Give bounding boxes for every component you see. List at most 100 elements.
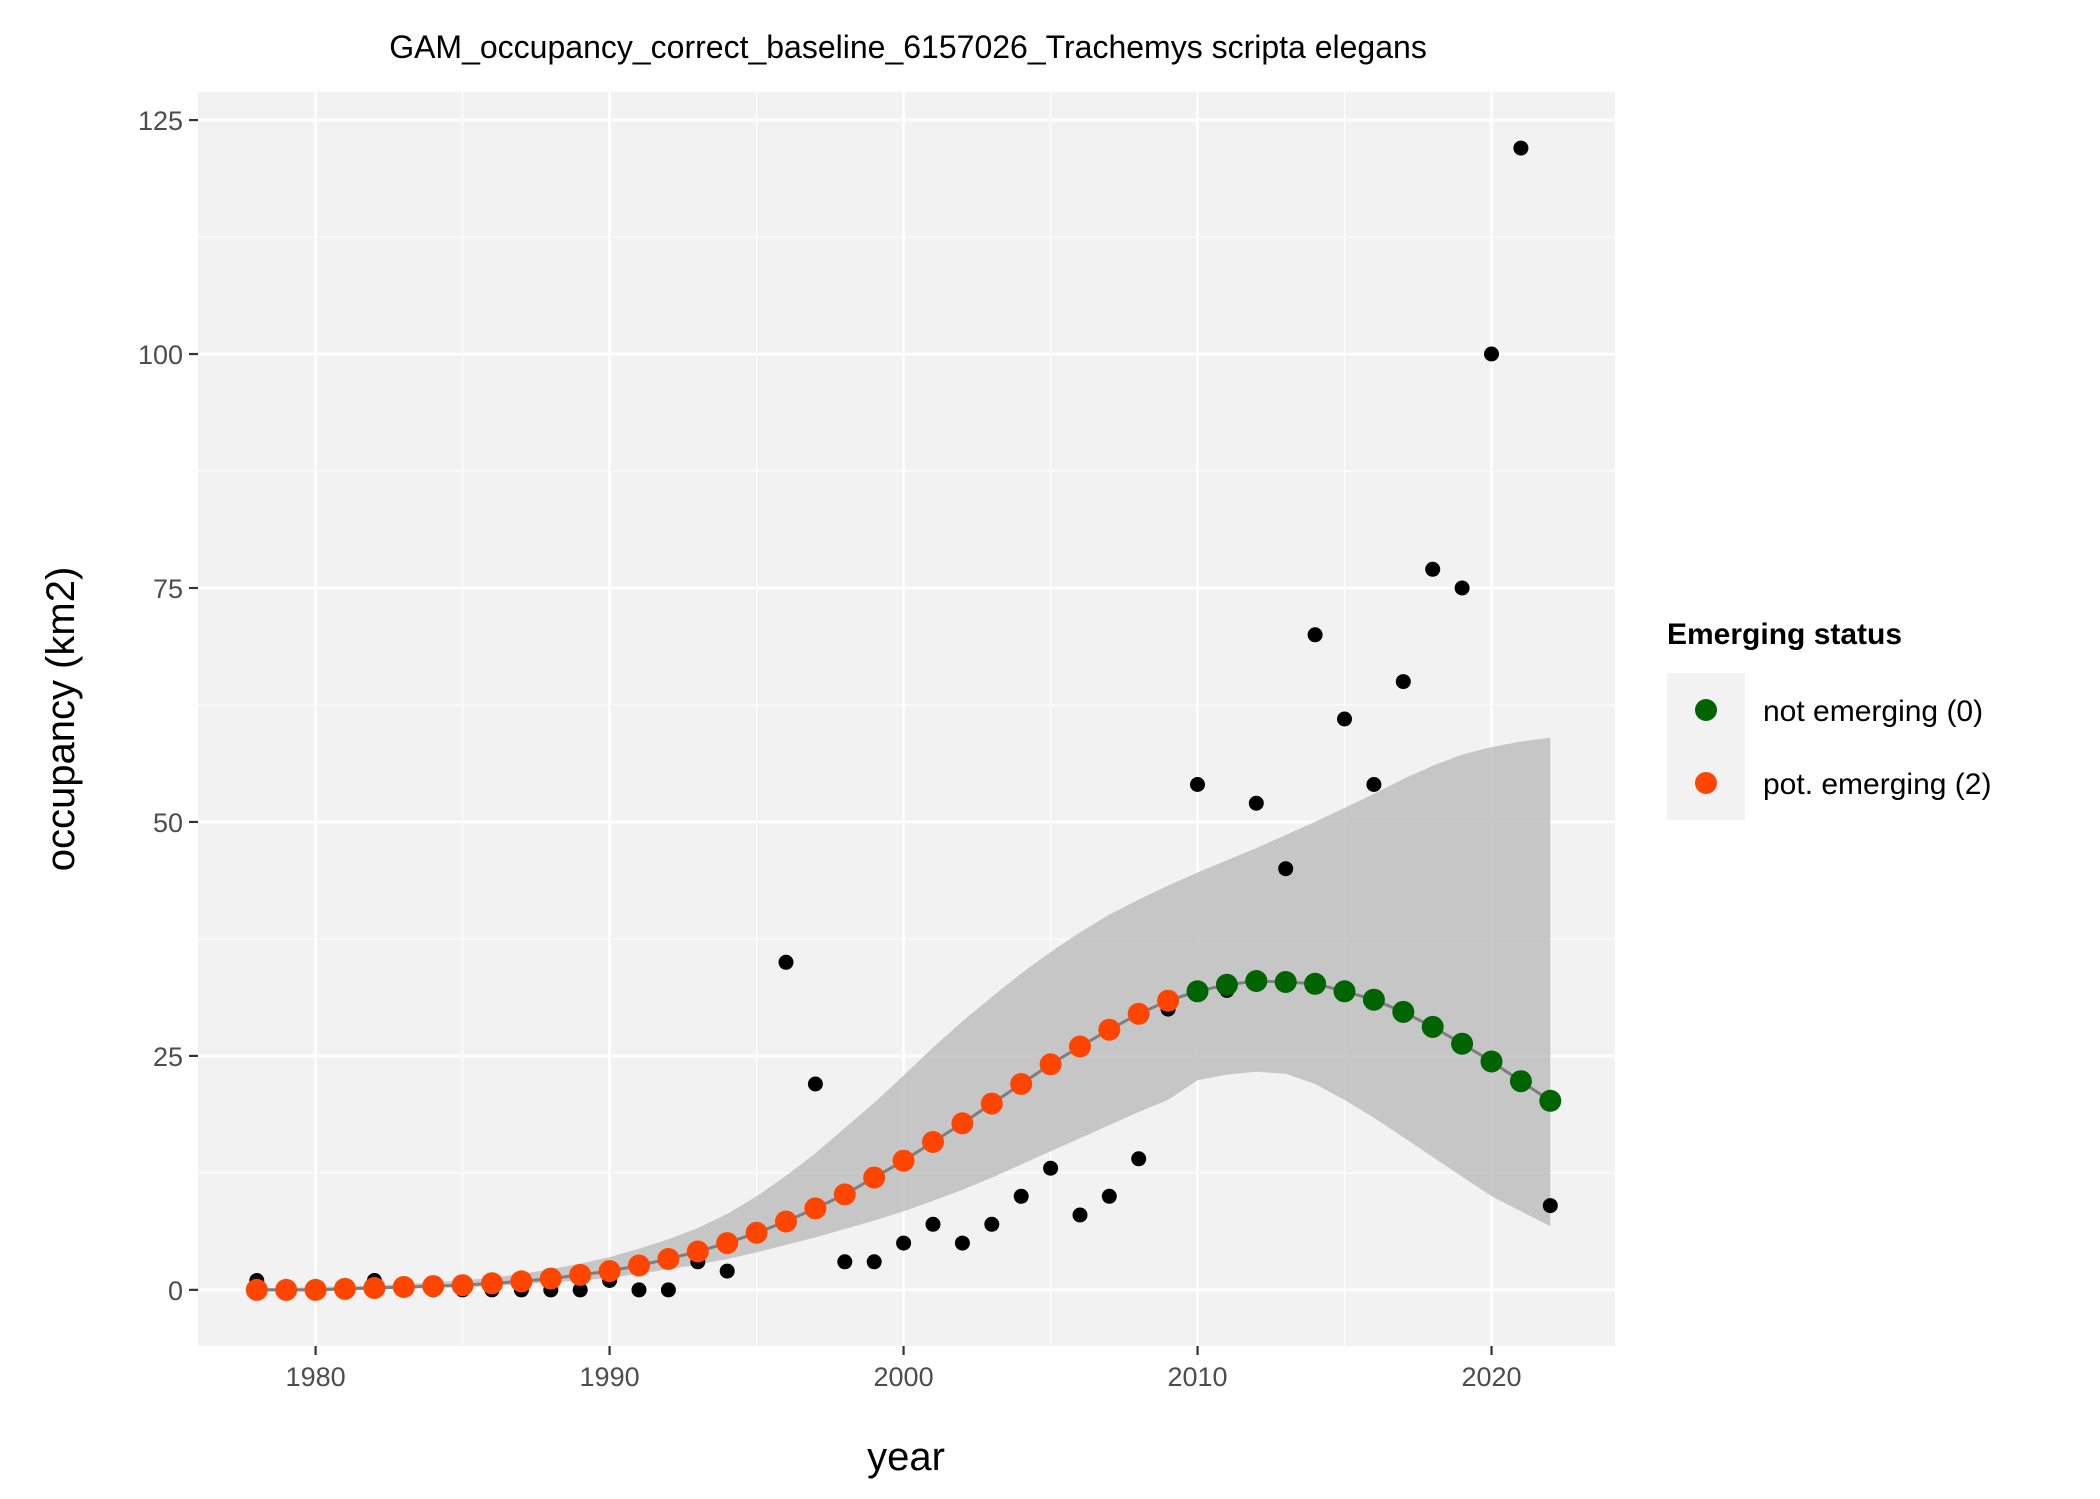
observed-point	[1190, 777, 1205, 792]
fitted-point-not-emerging	[1304, 972, 1327, 995]
fitted-point-pot-emerging	[1010, 1073, 1033, 1095]
observed-point	[1278, 861, 1294, 877]
fitted-point-not-emerging	[1539, 1089, 1562, 1112]
fitted-point-pot-emerging	[245, 1278, 268, 1301]
observed-point	[1425, 561, 1441, 577]
fitted-point-not-emerging	[1186, 980, 1209, 1003]
fitted-point-not-emerging	[1362, 988, 1385, 1011]
x-tick-label: 2010	[1168, 1362, 1228, 1392]
legend-title: Emerging status	[1667, 618, 1902, 651]
legend: Emerging status not emerging (0) pot. em…	[1667, 618, 1991, 820]
observed-point	[837, 1254, 853, 1270]
fitted-point-pot-emerging	[980, 1092, 1003, 1115]
fitted-point-pot-emerging	[922, 1131, 944, 1153]
observed-point	[1307, 627, 1323, 643]
observed-point	[1395, 674, 1411, 690]
fitted-point-pot-emerging	[275, 1278, 298, 1301]
fitted-point-pot-emerging	[804, 1197, 827, 1220]
fitted-point-pot-emerging	[1039, 1053, 1062, 1076]
observed-point	[896, 1235, 912, 1251]
fitted-point-not-emerging	[1480, 1050, 1503, 1073]
fitted-point-pot-emerging	[628, 1254, 650, 1277]
observed-point	[1013, 1188, 1029, 1204]
observed-point	[631, 1282, 647, 1298]
fitted-point-pot-emerging	[657, 1248, 680, 1270]
y-tick-label: 25	[153, 1042, 183, 1072]
fitted-point-pot-emerging	[1069, 1035, 1091, 1058]
fitted-point-not-emerging	[1392, 1000, 1415, 1023]
fitted-point-pot-emerging	[775, 1210, 797, 1233]
fitted-point-pot-emerging	[569, 1263, 592, 1286]
confidence-band-layer	[256, 737, 1551, 1290]
observed-point	[1248, 795, 1264, 811]
fitted-point-pot-emerging	[892, 1149, 915, 1172]
y-tick-label: 75	[153, 574, 183, 604]
observed-point	[1043, 1160, 1059, 1176]
x-tick-label: 2000	[874, 1362, 934, 1392]
x-tick-label: 1990	[580, 1362, 640, 1392]
fitted-point-pot-emerging	[334, 1277, 356, 1300]
fitted-point-pot-emerging	[481, 1272, 503, 1295]
observed-point	[1454, 580, 1470, 596]
fitted-point-pot-emerging	[686, 1240, 709, 1263]
x-tick-label: 1980	[286, 1362, 346, 1392]
fitted-point-pot-emerging	[833, 1183, 856, 1206]
x-axis-title: year	[867, 1435, 945, 1479]
fitted-point-pot-emerging	[451, 1274, 474, 1297]
legend-label-pot-emerging: pot. emerging (2)	[1763, 768, 1991, 801]
fitted-point-pot-emerging	[363, 1277, 386, 1299]
fitted-point-pot-emerging	[863, 1166, 886, 1189]
observed-point	[1484, 346, 1499, 362]
fitted-point-pot-emerging	[304, 1278, 327, 1301]
observed-point	[1101, 1188, 1117, 1204]
fitted-point-pot-emerging	[510, 1270, 533, 1293]
fitted-point-not-emerging	[1274, 971, 1297, 993]
confidence-band	[256, 737, 1551, 1290]
observed-point	[1366, 777, 1382, 792]
y-tick-label: 125	[138, 106, 183, 136]
fitted-point-not-emerging	[1245, 970, 1268, 992]
legend-label-not-emerging: not emerging (0)	[1763, 695, 1983, 728]
observed-point	[1337, 711, 1352, 727]
fitted-points-layer	[245, 970, 1562, 1301]
legend-marker-pot-emerging	[1695, 772, 1717, 794]
fitted-point-pot-emerging	[1157, 989, 1180, 1012]
fitted-point-pot-emerging	[1127, 1002, 1150, 1025]
observed-point	[1513, 140, 1529, 156]
observed-point	[719, 1263, 735, 1279]
observed-point	[807, 1076, 823, 1092]
fitted-point-pot-emerging	[598, 1260, 621, 1283]
fitted-point-pot-emerging	[1098, 1018, 1121, 1041]
fitted-point-not-emerging	[1451, 1032, 1474, 1055]
fitted-point-not-emerging	[1509, 1070, 1532, 1093]
x-tick-label: 2020	[1461, 1362, 1521, 1392]
fitted-point-pot-emerging	[539, 1267, 562, 1290]
legend-marker-not-emerging	[1695, 699, 1717, 721]
observed-point	[954, 1235, 970, 1251]
observed-point	[1072, 1207, 1088, 1223]
observed-point	[984, 1216, 1000, 1232]
fitted-point-not-emerging	[1421, 1015, 1444, 1038]
observed-point	[866, 1254, 882, 1270]
y-tick-label: 100	[138, 340, 183, 370]
chart-title: GAM_occupancy_correct_baseline_6157026_T…	[389, 29, 1427, 65]
observed-point	[1131, 1151, 1147, 1167]
fitted-point-pot-emerging	[951, 1112, 974, 1135]
observed-point	[660, 1282, 676, 1298]
x-axis: 1980 1990 2000 2010 2020	[286, 1346, 1522, 1392]
fitted-point-pot-emerging	[392, 1276, 415, 1298]
fitted-point-not-emerging	[1215, 973, 1238, 996]
fitted-point-pot-emerging	[422, 1275, 445, 1298]
legend-key-background	[1667, 673, 1745, 820]
y-tick-label: 50	[153, 808, 183, 838]
observed-point	[925, 1216, 941, 1232]
grid-minor	[198, 92, 1615, 1346]
fitted-point-not-emerging	[1333, 980, 1356, 1003]
y-axis: 0 25 50 75 100 125	[138, 106, 198, 1306]
fitted-point-pot-emerging	[716, 1232, 739, 1255]
fitted-point-pot-emerging	[745, 1221, 768, 1244]
y-tick-label: 0	[168, 1276, 183, 1306]
observed-point	[1542, 1198, 1558, 1214]
observed-point	[778, 954, 794, 970]
